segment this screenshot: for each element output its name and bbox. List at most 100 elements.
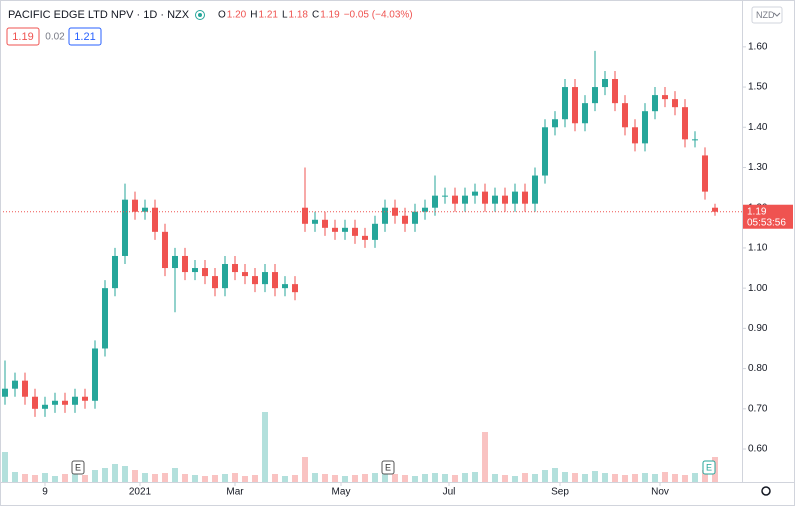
last-price: 1.19 bbox=[747, 206, 767, 217]
market-status-dot bbox=[198, 13, 202, 17]
volume-bar bbox=[632, 474, 638, 482]
volume-bar bbox=[602, 473, 608, 482]
candle-body bbox=[462, 195, 468, 204]
candle-body bbox=[12, 380, 18, 389]
candle-body bbox=[332, 227, 338, 232]
volume-bar bbox=[352, 475, 358, 482]
candle-body bbox=[612, 79, 618, 104]
candle-body bbox=[202, 268, 208, 277]
candle-body bbox=[642, 111, 648, 144]
currency-select[interactable] bbox=[751, 6, 783, 24]
candle-body bbox=[592, 87, 598, 104]
y-tick-label: 1.10 bbox=[748, 243, 768, 254]
volume-bar bbox=[552, 468, 558, 482]
candle-body bbox=[182, 255, 188, 273]
y-tick-label: 0.70 bbox=[748, 403, 768, 414]
candle-body bbox=[382, 207, 388, 224]
candle-body bbox=[492, 195, 498, 204]
volume-bar bbox=[22, 474, 28, 482]
volume-bar bbox=[472, 472, 478, 482]
volume-bar bbox=[572, 473, 578, 482]
volume-bar bbox=[52, 476, 58, 482]
volume-bar bbox=[662, 472, 668, 482]
candle-body bbox=[192, 268, 198, 273]
volume-bar bbox=[522, 473, 528, 482]
volume-bar bbox=[652, 474, 658, 482]
candle-body bbox=[442, 195, 448, 197]
symbol-title: PACIFIC EDGE LTD NPV · 1D · NZX bbox=[8, 9, 190, 21]
last-price-box bbox=[743, 204, 793, 229]
ohlc-key: H bbox=[250, 10, 257, 21]
bid-box bbox=[6, 27, 40, 46]
event-label: E bbox=[385, 462, 391, 472]
volume-bar bbox=[282, 476, 288, 482]
candle-body bbox=[52, 400, 58, 405]
volume-bar bbox=[542, 470, 548, 482]
volume-bar bbox=[492, 474, 498, 482]
ohlc-value: 1.20 bbox=[227, 10, 247, 21]
x-tick-label: Nov bbox=[651, 487, 669, 498]
volume-bar bbox=[252, 475, 258, 482]
candle-body bbox=[292, 284, 298, 293]
volume-bar bbox=[322, 474, 328, 482]
x-tick-label: May bbox=[332, 487, 351, 498]
candle-body bbox=[162, 231, 168, 269]
x-tick-label: 9 bbox=[42, 487, 48, 498]
volume-bar bbox=[562, 472, 568, 482]
volume-bar bbox=[682, 475, 688, 482]
candle-body bbox=[102, 288, 108, 349]
volume-bar bbox=[172, 468, 178, 482]
candle-body bbox=[372, 223, 378, 240]
x-tick-label: Jul bbox=[443, 487, 456, 498]
volume-bar bbox=[132, 470, 138, 482]
volume-bar bbox=[382, 472, 388, 482]
volume-bar bbox=[412, 476, 418, 482]
dropdown-arrow bbox=[773, 12, 781, 17]
volume-bar bbox=[442, 474, 448, 482]
x-tick-label: Mar bbox=[226, 487, 244, 498]
volume-bar bbox=[582, 474, 588, 482]
volume-bar bbox=[292, 475, 298, 482]
candle-body bbox=[22, 380, 28, 397]
candle-body bbox=[522, 191, 528, 204]
ohlc-key: L bbox=[282, 10, 288, 21]
volume-bar bbox=[342, 476, 348, 482]
candle-body bbox=[672, 99, 678, 108]
candle-body bbox=[682, 107, 688, 140]
candle-body bbox=[652, 95, 658, 112]
candle-body bbox=[282, 284, 288, 289]
settings-icon[interactable] bbox=[761, 486, 771, 496]
candle-body bbox=[32, 396, 38, 409]
volume-bar bbox=[392, 474, 398, 482]
volume-bar bbox=[92, 470, 98, 482]
candle-body bbox=[62, 400, 68, 405]
volume-bar bbox=[102, 468, 108, 482]
volume-bar bbox=[152, 474, 158, 482]
volume-bar bbox=[242, 476, 248, 482]
candle-body bbox=[452, 195, 458, 204]
candle-body bbox=[532, 175, 538, 204]
volume-bar bbox=[302, 457, 308, 482]
ohlc-legend: O 1.20 H 1.21 L 1.18 C 1.19 −0.05 (−4.03%) bbox=[218, 10, 413, 21]
volume-bar bbox=[12, 472, 18, 482]
volume-bar bbox=[462, 473, 468, 482]
change: −0.05 (−4.03%) bbox=[344, 10, 413, 21]
candle-body bbox=[602, 79, 608, 88]
volume-bar bbox=[312, 473, 318, 482]
volume-bar bbox=[332, 475, 338, 482]
volume-bar bbox=[42, 473, 48, 482]
volume-bar bbox=[612, 474, 618, 482]
candle-body bbox=[212, 276, 218, 289]
candle-body bbox=[512, 191, 518, 204]
currency[interactable]: NZD bbox=[756, 10, 775, 20]
event-marker bbox=[702, 460, 716, 475]
candle-body bbox=[322, 219, 328, 228]
volume-bar bbox=[362, 474, 368, 482]
candle-body bbox=[122, 199, 128, 256]
volume-bar bbox=[2, 452, 8, 482]
volume-bar bbox=[502, 475, 508, 482]
candle-body bbox=[342, 227, 348, 232]
candle-body bbox=[562, 87, 568, 120]
candle-body bbox=[482, 191, 488, 204]
x-tick-label: 2021 bbox=[129, 487, 152, 498]
